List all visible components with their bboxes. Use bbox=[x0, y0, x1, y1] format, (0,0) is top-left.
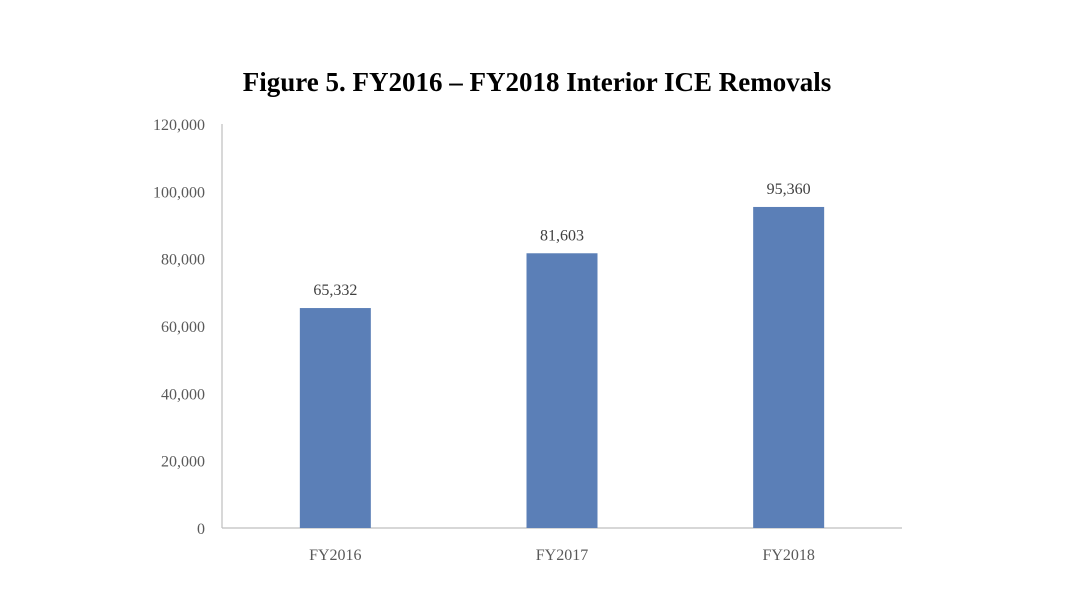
y-tick-label: 80,000 bbox=[161, 252, 205, 269]
data-label: 65,332 bbox=[313, 282, 357, 299]
data-label: 81,603 bbox=[540, 227, 584, 244]
data-label: 95,360 bbox=[767, 181, 811, 198]
bar-fy2017 bbox=[526, 253, 598, 528]
x-tick-label: FY2016 bbox=[309, 547, 361, 564]
x-tick-label: FY2018 bbox=[762, 547, 814, 564]
y-tick-label: 120,000 bbox=[153, 117, 205, 134]
y-tick-label: 20,000 bbox=[161, 454, 205, 471]
y-tick-label: 40,000 bbox=[161, 386, 205, 403]
y-tick-label: 100,000 bbox=[153, 184, 205, 201]
bar-fy2016 bbox=[299, 308, 371, 528]
y-tick-label: 0 bbox=[197, 521, 205, 538]
x-tick-label: FY2017 bbox=[536, 547, 588, 564]
y-tick-label: 60,000 bbox=[161, 319, 205, 336]
chart-title: Figure 5. FY2016 – FY2018 Interior ICE R… bbox=[242, 67, 832, 97]
bar-fy2018 bbox=[753, 206, 825, 529]
